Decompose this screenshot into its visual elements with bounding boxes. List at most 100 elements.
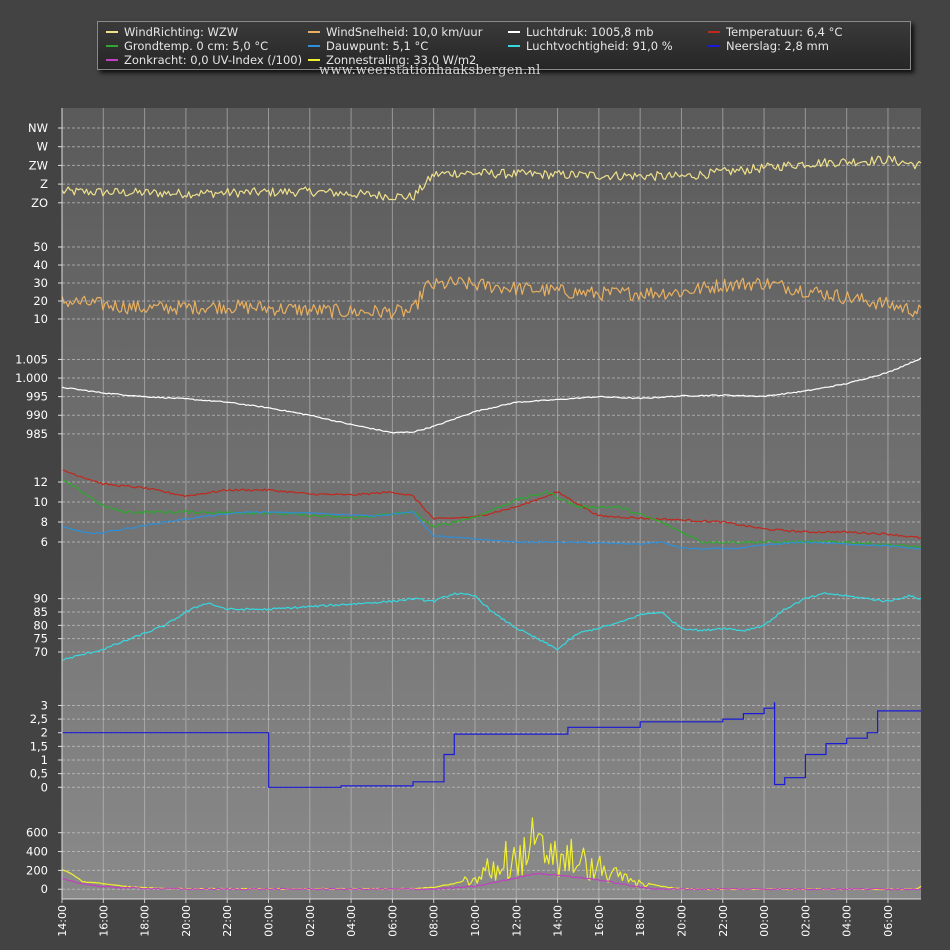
x-tick-label: 00:00 xyxy=(262,905,275,937)
legend-item-temperatuur: Temperatuur: 6,4 °C xyxy=(708,25,842,39)
x-tick-label: 14:00 xyxy=(56,905,69,937)
x-tick-label: 02:00 xyxy=(799,905,812,937)
x-tick-label: 18:00 xyxy=(139,905,152,937)
legend-label: Grondtemp. 0 cm: 5,0 °C xyxy=(124,39,269,53)
y-tick-label: 990 xyxy=(26,408,48,422)
y-tick-label: 75 xyxy=(33,632,48,646)
legend-label: Neerslag: 2,8 mm xyxy=(726,39,829,53)
legend-swatch xyxy=(508,30,520,33)
y-tick-label: 10 xyxy=(33,312,48,326)
y-tick-label: 8 xyxy=(41,515,48,529)
legend-swatch xyxy=(708,30,720,33)
legend-item-grondtemp: Grondtemp. 0 cm: 5,0 °C xyxy=(106,39,268,53)
legend-label: Temperatuur: 6,4 °C xyxy=(726,25,843,39)
y-tick-label: 1 xyxy=(41,753,48,767)
series-line-temperatuur xyxy=(61,469,922,540)
series-line-windrichting xyxy=(61,155,922,201)
y-tick-label: 40 xyxy=(33,258,48,272)
x-tick-label: 12:00 xyxy=(510,905,523,937)
legend-swatch xyxy=(508,44,520,47)
x-tick-label: 04:00 xyxy=(841,905,854,937)
y-tick-label: 10 xyxy=(33,495,48,509)
legend-swatch xyxy=(308,30,320,33)
x-tick-label: 14:00 xyxy=(552,905,565,937)
panel-temperatuur: 6 8 10 12 xyxy=(33,469,922,551)
series-line-luchtvochtigheid xyxy=(61,592,922,661)
legend-item-luchtdruk: Luchtdruk: 1005,8 mb xyxy=(508,25,654,39)
x-tick-label: 22:00 xyxy=(717,905,730,937)
y-tick-label: 80 xyxy=(33,618,48,632)
series-line-windsnelheid xyxy=(61,276,922,320)
legend: WindRichting: WZW WindSnelheid: 10,0 km/u… xyxy=(97,21,911,70)
legend-label: Dauwpunt: 5,1 °C xyxy=(326,39,429,53)
y-tick-label: NW xyxy=(28,121,48,135)
y-tick-label: 995 xyxy=(26,390,48,404)
panel-windrichting: ZO Z ZW W NW xyxy=(28,121,922,210)
plot-area xyxy=(62,108,921,899)
y-tick-label: 200 xyxy=(26,863,48,877)
legend-swatch xyxy=(308,58,320,61)
y-tick-label: 1,5 xyxy=(30,739,48,753)
legend-item-dauwpunt: Dauwpunt: 5,1 °C xyxy=(308,39,428,53)
x-tick-label: 08:00 xyxy=(428,905,441,937)
y-tick-label: 20 xyxy=(33,294,48,308)
x-tick-label: 18:00 xyxy=(634,905,647,937)
legend-label: Zonkracht: 0,0 UV-Index (/100) xyxy=(124,53,303,67)
y-tick-label: ZW xyxy=(29,158,48,172)
y-tick-label: 985 xyxy=(26,427,48,441)
y-tick-label: 2 xyxy=(41,726,48,740)
legend-swatch xyxy=(106,44,118,47)
y-tick-label: 50 xyxy=(33,240,48,254)
y-tick-label: 1.000 xyxy=(15,371,48,385)
x-tick-label: 22:00 xyxy=(221,905,234,937)
x-tick-label: 16:00 xyxy=(593,905,606,937)
y-tick-label: 90 xyxy=(33,592,48,606)
legend-label: WindSnelheid: 10,0 km/uur xyxy=(326,25,483,39)
series-line-dauwpunt xyxy=(61,510,922,551)
legend-label: Luchtdruk: 1005,8 mb xyxy=(526,25,654,39)
panel-luchtdruk: 985 990 995 1.000 1.005 xyxy=(15,352,922,441)
y-tick-label: 2,5 xyxy=(30,712,48,726)
legend-item-windrichting: WindRichting: WZW xyxy=(106,25,238,39)
legend-label: WindRichting: WZW xyxy=(124,25,239,39)
x-tick-label: 10:00 xyxy=(469,905,482,937)
legend-item-luchtvochtigheid: Luchtvochtigheid: 91,0 % xyxy=(508,39,673,53)
legend-item-neerslag: Neerslag: 2,8 mm xyxy=(708,39,829,53)
series-line-luchtdruk xyxy=(61,357,922,434)
legend-swatch xyxy=(106,58,118,61)
y-tick-label: ZO xyxy=(31,196,48,210)
legend-label: Luchtvochtigheid: 91,0 % xyxy=(526,39,673,53)
x-tick-label: 06:00 xyxy=(386,905,399,937)
y-tick-label: 6 xyxy=(41,535,48,549)
legend-item-zonnestraling: Zonnestraling: 33,0 W/m2 xyxy=(308,53,476,67)
y-tick-label: 85 xyxy=(33,605,48,619)
watermark: www.weerstationhaaksbergen.nl xyxy=(319,63,541,78)
y-tick-label: 12 xyxy=(33,475,48,489)
y-tick-label: 30 xyxy=(33,276,48,290)
x-tick-label: 16:00 xyxy=(97,905,110,937)
legend-item-zonkracht: Zonkracht: 0,0 UV-Index (/100) xyxy=(106,53,302,67)
x-tick-label: 02:00 xyxy=(304,905,317,937)
series-line-grondtemp-0-cm xyxy=(61,478,922,549)
x-tick-label: 00:00 xyxy=(758,905,771,937)
x-tick-label: 06:00 xyxy=(882,905,895,937)
legend-swatch xyxy=(106,30,118,33)
legend-label: Zonnestraling: 33,0 W/m2 xyxy=(326,53,477,67)
y-tick-label: W xyxy=(37,140,48,154)
legend-item-windsnelheid: WindSnelheid: 10,0 km/uur xyxy=(308,25,482,39)
legend-swatch xyxy=(708,44,720,47)
panel-neerslag: 00,511,522,53 xyxy=(30,698,921,794)
y-tick-label: 3 xyxy=(41,698,48,712)
series-line-neerslag xyxy=(62,702,921,788)
panel-windsnelheid: 10 20 30 40 50 xyxy=(33,240,922,326)
panel-zonnestraling: 0 200 400 600 xyxy=(26,817,922,896)
x-tick-label: 20:00 xyxy=(675,905,688,937)
y-tick-label: 600 xyxy=(26,826,48,840)
y-tick-label: 0,5 xyxy=(30,767,48,781)
x-tick-label: 20:00 xyxy=(180,905,193,937)
x-tick-label: 04:00 xyxy=(345,905,358,937)
y-tick-label: 1.005 xyxy=(15,352,48,366)
series-line-zonkracht xyxy=(61,872,922,891)
